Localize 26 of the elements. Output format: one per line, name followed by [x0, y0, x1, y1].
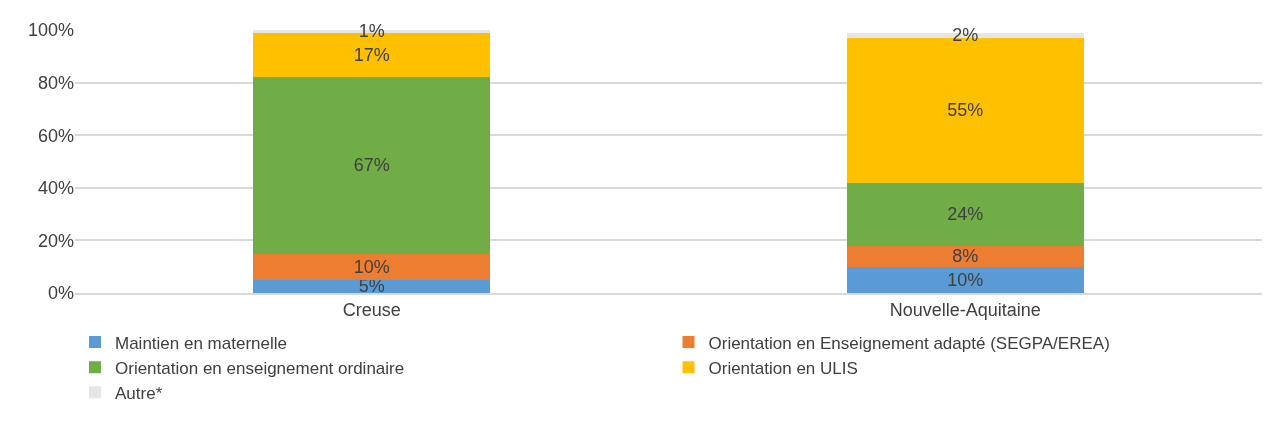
- bar: [846, 182, 1084, 246]
- x-tick-label: Creuse: [342, 300, 401, 321]
- y-tick-label: 60%: [37, 125, 74, 146]
- data-label: 55%: [947, 100, 984, 121]
- bar: [253, 279, 491, 293]
- data-label: 67%: [353, 155, 390, 176]
- y-tick-label: 100%: [27, 20, 74, 41]
- y-tick-label: 0%: [47, 283, 74, 304]
- legend-label: Orientation en Enseignement adapté (SEGPA/EREA): [708, 333, 1110, 353]
- legend-label: Autre*: [115, 383, 163, 403]
- data-label: 24%: [947, 204, 984, 225]
- legend-label: Orientation en enseignement ordinaire: [115, 358, 405, 378]
- bar: [846, 266, 1084, 293]
- bar: [253, 253, 491, 280]
- y-tick-label: 40%: [37, 178, 74, 199]
- bar: [253, 77, 491, 254]
- x-tick-label: Nouvelle-Aquitaine: [889, 300, 1041, 321]
- data-label: 10%: [947, 269, 984, 290]
- data-label: 17%: [353, 44, 390, 65]
- legend-label: Maintien en maternelle: [115, 333, 287, 353]
- bar: [846, 245, 1084, 267]
- legend-label: Orientation en ULIS: [708, 358, 858, 378]
- data-label: 8%: [952, 246, 979, 267]
- y-tick-label: 20%: [37, 230, 74, 251]
- data-label: 10%: [353, 256, 390, 277]
- y-tick-label: 80%: [37, 72, 74, 93]
